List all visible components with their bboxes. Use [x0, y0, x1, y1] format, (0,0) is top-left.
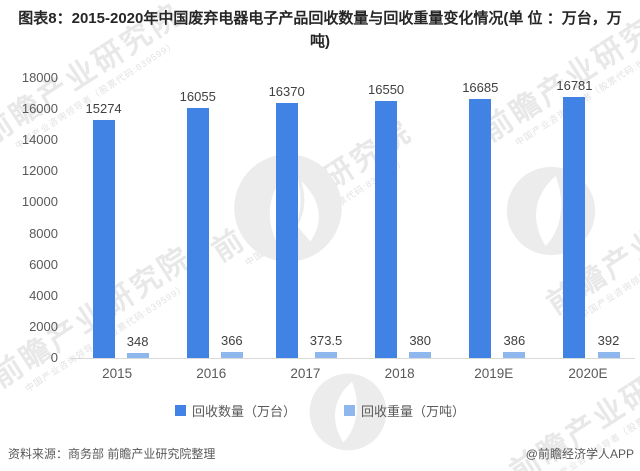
bar-group: 15274 348 — [70, 78, 164, 358]
legend-item: 回收重量（万吨） — [344, 401, 465, 420]
legend-label: 回收重量（万吨） — [361, 404, 466, 419]
y-tick-label: 18000 — [21, 70, 58, 85]
bar-column: 16370 — [269, 84, 305, 358]
bar-group: 16685 386 — [447, 78, 541, 358]
bar-column: 373.5 — [309, 333, 343, 358]
value-label: 386 — [503, 333, 526, 348]
source-note: 资料来源：商务部 前瞻产业研究院整理 — [8, 447, 216, 461]
y-tick-label: 2000 — [29, 318, 58, 334]
bar-group: 16550 380 — [353, 78, 447, 358]
bar-column: 16685 — [462, 79, 499, 358]
y-tick-label: 14000 — [21, 132, 58, 148]
bar-column: 348 — [126, 333, 149, 358]
value-label: 366 — [220, 333, 243, 349]
x-axis: 2015 2016 2017 2018 2019E 2020E — [70, 359, 635, 381]
value-label: 15274 — [85, 101, 122, 117]
plot-area: 15274 348 16055 366 16370 373.5 16550 380 16685 3… — [70, 78, 635, 381]
x-axis-label: 2018 — [384, 366, 415, 381]
value-label: 373.5 — [309, 333, 343, 349]
legend: 回收数量（万台） 回收重量（万吨） — [0, 401, 640, 420]
bar-column: 380 — [409, 333, 432, 358]
credit-note: @前瞻经济学人APP — [525, 447, 634, 461]
weight-bar — [126, 352, 149, 358]
y-tick-label: 8000 — [29, 225, 58, 241]
quantity-bar — [186, 108, 209, 358]
bar-column: 16781 — [556, 78, 593, 358]
quantity-bar — [92, 120, 115, 358]
bar-group: 16781 392 — [541, 78, 635, 358]
legend-swatch-icon — [344, 405, 355, 416]
x-axis-label: 2016 — [196, 366, 227, 381]
value-label: 16370 — [268, 84, 305, 100]
bar-column: 366 — [220, 333, 243, 358]
y-tick-label: 16000 — [21, 101, 58, 117]
y-tick-label: 12000 — [21, 163, 58, 179]
value-label: 16685 — [462, 79, 499, 95]
x-axis-label: 2015 — [102, 366, 133, 381]
footer: 资料来源：商务部 前瞻产业研究院整理 @前瞻经济学人APP — [8, 445, 634, 462]
bar-column: 16550 — [368, 82, 404, 358]
value-label: 16550 — [368, 81, 405, 97]
weight-bar — [597, 351, 620, 358]
bar-column: 16055 — [180, 89, 216, 358]
legend-swatch-icon — [174, 405, 186, 416]
bar-column: 15274 — [86, 101, 122, 358]
x-axis-label: 2017 — [290, 366, 321, 381]
value-label: 380 — [409, 333, 432, 349]
value-label: 16781 — [556, 78, 593, 93]
x-axis-label: 2019E — [474, 366, 514, 381]
value-label: 348 — [126, 333, 149, 349]
bar-column: 386 — [503, 333, 526, 358]
bar-group: 16370 373.5 — [258, 78, 352, 358]
quantity-bar — [275, 103, 298, 358]
y-axis: 0 2000 4000 6000 8000 10000 12000 14000 16000 180… — [0, 70, 58, 365]
y-tick-label: 6000 — [29, 256, 58, 272]
legend-item: 回收数量（万台） — [174, 401, 296, 420]
y-tick-label: 0 — [50, 350, 58, 365]
bar-column: 392 — [597, 332, 620, 358]
y-tick-label: 10000 — [21, 194, 58, 210]
weight-bar — [503, 352, 526, 358]
groups: 15274 348 16055 366 16370 373.5 16550 380 16685 3… — [70, 78, 635, 359]
chart-title: 图表8：2015-2020年中国废弃电器电子产品回收数量与回收重量变化情况(单 … — [18, 10, 622, 50]
quantity-bar — [375, 100, 398, 358]
weight-bar — [409, 352, 432, 358]
quantity-bar — [563, 97, 586, 358]
weight-bar — [220, 352, 243, 358]
legend-label: 回收数量（万台） — [191, 404, 296, 419]
weight-bar — [315, 352, 337, 358]
value-label: 16055 — [179, 89, 216, 105]
value-label: 392 — [597, 332, 620, 348]
quantity-bar — [469, 98, 492, 358]
y-tick-label: 4000 — [29, 287, 58, 303]
bar-group: 16055 366 — [164, 78, 258, 358]
x-axis-label: 2020E — [568, 366, 608, 381]
